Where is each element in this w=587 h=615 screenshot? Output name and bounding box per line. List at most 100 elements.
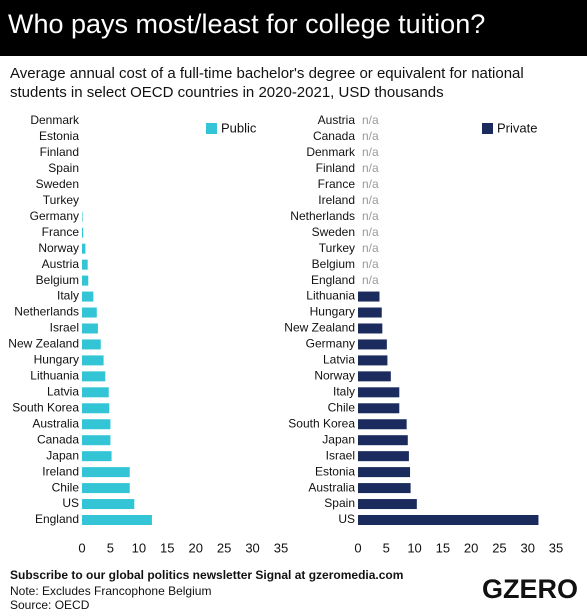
x-tick-label: 0	[78, 540, 85, 555]
x-tick-label: 30	[245, 540, 259, 555]
y-tick-label: Austria	[42, 257, 80, 271]
y-tick-label: Israel	[326, 448, 355, 462]
value-label: n/a	[362, 161, 379, 175]
y-tick-label: Latvia	[323, 353, 355, 367]
y-tick-label: US	[62, 496, 79, 510]
value-label: n/a	[362, 273, 379, 287]
y-tick-label: Australia	[308, 480, 355, 494]
y-tick-label: Estonia	[39, 129, 79, 143]
y-tick-label: Belgium	[36, 273, 79, 287]
y-tick-label: Spain	[324, 496, 355, 510]
subscribe-note: Subscribe to our global politics newslet…	[10, 568, 403, 582]
bar	[82, 275, 89, 286]
y-tick-label: Estonia	[315, 464, 355, 478]
y-tick-label: Latvia	[47, 384, 79, 398]
legend-swatch	[482, 123, 493, 134]
y-tick-label: Sweden	[312, 225, 355, 239]
y-tick-label: England	[311, 273, 355, 287]
x-tick-label: 10	[407, 540, 421, 555]
legend-swatch	[206, 123, 217, 134]
y-tick-label: Spain	[48, 161, 79, 175]
y-tick-label: Turkey	[319, 241, 355, 255]
y-tick-label: Israel	[50, 321, 79, 335]
bar	[82, 243, 86, 254]
value-label: n/a	[362, 225, 379, 239]
y-tick-label: Hungary	[310, 305, 355, 319]
x-tick-label: 35	[274, 540, 288, 555]
y-tick-label: Norway	[314, 369, 355, 383]
x-tick-label: 20	[188, 540, 202, 555]
y-tick-label: Italy	[333, 384, 355, 398]
y-tick-label: Finland	[316, 161, 355, 175]
subtitle-box: Average annual cost of a full-time bache…	[10, 65, 524, 101]
x-tick-label: 20	[464, 540, 478, 555]
y-tick-label: Denmark	[306, 145, 356, 159]
source: Source: OECD	[10, 598, 90, 612]
y-tick-label: Sweden	[36, 177, 79, 191]
bar	[82, 419, 111, 430]
bar	[358, 371, 391, 382]
bar	[82, 227, 84, 238]
y-tick-label: Turkey	[43, 193, 79, 207]
y-tick-label: Ireland	[318, 193, 355, 207]
y-tick-label: Lithuania	[30, 369, 79, 383]
bar	[82, 435, 111, 446]
bar	[358, 291, 380, 302]
y-tick-label: Canada	[313, 129, 355, 143]
bar	[82, 467, 130, 478]
bar	[358, 435, 408, 446]
x-tick-label: 25	[217, 540, 231, 555]
value-label: n/a	[362, 177, 379, 191]
bar	[358, 403, 400, 414]
y-tick-label: South Korea	[288, 416, 355, 430]
y-tick-label: Norway	[38, 241, 79, 255]
legend-label: Public	[221, 120, 257, 135]
y-tick-label: Ireland	[42, 464, 79, 478]
y-tick-label: England	[35, 512, 79, 526]
bar	[358, 339, 387, 350]
value-label: n/a	[362, 129, 379, 143]
y-tick-label: New Zealand	[284, 321, 355, 335]
x-tick-label: 10	[132, 540, 146, 555]
bar	[358, 515, 539, 525]
x-tick-label: 15	[160, 540, 174, 555]
x-tick-label: 25	[492, 540, 506, 555]
logo: GZERO	[482, 574, 578, 604]
bar	[82, 291, 94, 302]
x-tick-label: 30	[520, 540, 534, 555]
y-tick-label: Italy	[57, 289, 79, 303]
x-tick-label: 0	[354, 540, 361, 555]
y-tick-label: US	[338, 512, 355, 526]
bar	[82, 211, 83, 222]
y-tick-label: Netherlands	[290, 209, 355, 223]
bar	[358, 419, 407, 430]
y-tick-label: Hungary	[34, 353, 79, 367]
value-label: n/a	[362, 257, 379, 271]
value-label: n/a	[362, 193, 379, 207]
subtitle: Average annual cost of a full-time bache…	[10, 65, 524, 101]
footnote: Note: Excludes Francophone Belgium	[10, 584, 211, 598]
y-tick-label: France	[42, 225, 80, 239]
bar	[358, 467, 411, 478]
bar	[82, 483, 130, 494]
y-tick-label: New Zealand	[8, 337, 79, 351]
y-tick-label: Germany	[30, 209, 79, 223]
title-banner	[0, 0, 587, 56]
bar	[358, 499, 417, 510]
bar	[82, 355, 104, 366]
y-tick-label: Austria	[318, 113, 356, 127]
x-tick-label: 5	[383, 540, 390, 555]
y-tick-label: Japan	[46, 448, 79, 462]
chart-title: Who pays most/least for college tuition?	[8, 9, 485, 39]
bar	[358, 483, 411, 494]
y-tick-label: Australia	[32, 416, 79, 430]
bar	[82, 259, 88, 270]
y-tick-label: Chile	[328, 400, 356, 414]
y-tick-label: Canada	[37, 432, 79, 446]
bar	[82, 515, 152, 525]
value-label: n/a	[362, 145, 379, 159]
value-label: n/a	[362, 241, 379, 255]
y-tick-label: South Korea	[12, 400, 79, 414]
bar	[82, 307, 97, 318]
